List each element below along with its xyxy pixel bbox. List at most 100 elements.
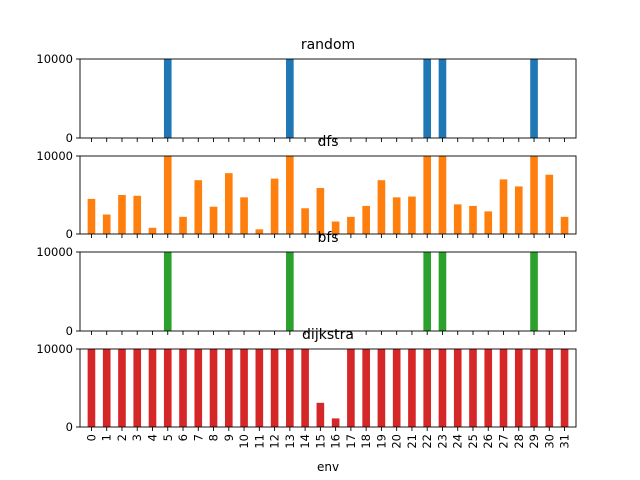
bar-dijkstra-15	[316, 402, 325, 427]
bar-dfs-4	[148, 227, 157, 234]
xtick-label-6: 6	[176, 434, 190, 441]
bar-dfs-10	[240, 197, 248, 234]
ytick-label-dijkstra-10000: 10000	[36, 342, 73, 356]
bar-dfs-20	[392, 197, 401, 234]
xtick-label-17: 17	[344, 434, 358, 449]
bar-bfs-5	[163, 252, 172, 331]
ytick-label-dfs-10000: 10000	[36, 149, 73, 163]
bar-dfs-21	[408, 196, 416, 234]
bar-dfs-11	[255, 229, 264, 234]
bar-dfs-2	[118, 195, 126, 234]
xtick-label-30: 30	[542, 434, 556, 449]
bar-dfs-26	[484, 211, 493, 234]
xtick-label-1: 1	[100, 434, 114, 441]
bar-dijkstra-22	[423, 349, 432, 427]
xtick-label-0: 0	[84, 434, 98, 441]
axes-frame-dijkstra	[79, 348, 577, 428]
xtick-label-8: 8	[207, 434, 221, 441]
xtick-label-7: 7	[191, 434, 205, 441]
bar-dijkstra-30	[545, 349, 554, 427]
bar-dijkstra-31	[560, 349, 569, 427]
bar-dfs-3	[133, 195, 142, 234]
bar-dijkstra-21	[408, 349, 416, 427]
bar-dfs-19	[377, 180, 386, 234]
bar-dijkstra-29	[530, 349, 538, 427]
bar-dfs-27	[499, 179, 508, 234]
bar-bfs-22	[423, 252, 432, 331]
bar-dijkstra-0	[87, 349, 96, 427]
x-axis-label: env	[317, 460, 339, 474]
subplot-bfs: bfs 0 10000	[36, 230, 577, 338]
bar-dijkstra-12	[270, 349, 279, 427]
bar-random-22	[423, 59, 432, 138]
bar-dijkstra-14	[301, 349, 309, 427]
bar-dfs-15	[316, 187, 325, 234]
bar-dijkstra-17	[347, 349, 355, 427]
xtick-label-12: 12	[268, 434, 282, 449]
bar-dfs-28	[514, 186, 523, 234]
bar-dijkstra-1	[102, 349, 111, 427]
xtick-label-29: 29	[527, 434, 541, 449]
bar-dijkstra-28	[514, 349, 523, 427]
bar-dfs-24	[453, 204, 462, 234]
bar-dfs-7	[194, 180, 203, 234]
bar-dijkstra-3	[133, 349, 142, 427]
bar-bfs-23	[438, 252, 447, 331]
bar-dfs-0	[87, 198, 96, 234]
bar-dfs-30	[545, 174, 554, 234]
xtick-label-9: 9	[222, 434, 236, 441]
ytick-label-dfs-0: 0	[66, 227, 73, 241]
bar-dijkstra-18	[362, 349, 370, 427]
xtick-label-28: 28	[512, 434, 526, 449]
bar-dijkstra-6	[179, 349, 187, 427]
xtick-label-11: 11	[252, 434, 266, 449]
ytick-label-random-0: 0	[66, 131, 73, 145]
bar-random-29	[530, 59, 538, 138]
bar-random-13	[286, 59, 294, 138]
xtick-label-2: 2	[115, 434, 129, 441]
axes-frame-random	[79, 58, 577, 139]
bar-dijkstra-11	[255, 349, 264, 427]
bar-dfs-13	[286, 156, 294, 234]
subplot-random: random 0 10000	[36, 37, 577, 145]
xtick-label-31: 31	[558, 434, 572, 449]
xtick-label-20: 20	[390, 434, 404, 449]
subplot-dijkstra: dijkstra 0 10000	[36, 327, 577, 434]
subplot-title-bfs: bfs	[317, 230, 338, 246]
bar-dfs-23	[438, 156, 447, 234]
ytick-label-bfs-0: 0	[66, 324, 73, 338]
bar-dfs-14	[301, 208, 309, 234]
xtick-label-19: 19	[374, 434, 388, 449]
bar-dfs-5	[163, 156, 172, 234]
bar-random-23	[438, 59, 447, 138]
xtick-label-25: 25	[466, 434, 480, 449]
xtick-label-3: 3	[130, 434, 144, 441]
subplot-title-dijkstra: dijkstra	[302, 327, 354, 343]
xtick-label-10: 10	[237, 434, 251, 449]
bar-dijkstra-27	[499, 349, 508, 427]
bar-dfs-1	[102, 214, 111, 234]
xtick-label-16: 16	[329, 434, 343, 449]
ytick-label-dijkstra-0: 0	[66, 420, 73, 434]
bar-dijkstra-9	[224, 349, 233, 427]
bar-dfs-16	[331, 221, 340, 234]
xtick-label-22: 22	[420, 434, 434, 449]
bar-dijkstra-5	[163, 349, 172, 427]
xtick-label-14: 14	[298, 434, 312, 449]
bar-random-5	[163, 59, 172, 138]
bar-dijkstra-25	[469, 349, 477, 427]
ytick-label-random-10000: 10000	[36, 52, 73, 66]
bar-dijkstra-16	[331, 418, 340, 427]
bar-bfs-29	[530, 252, 538, 331]
bar-dijkstra-23	[438, 349, 447, 427]
ytick-label-bfs-10000: 10000	[36, 245, 73, 259]
xtick-label-26: 26	[481, 434, 495, 449]
bar-dijkstra-2	[118, 349, 126, 427]
bar-dijkstra-19	[377, 349, 386, 427]
bar-dfs-22	[423, 156, 432, 234]
xtick-label-15: 15	[313, 434, 327, 449]
xtick-label-24: 24	[451, 434, 465, 449]
axes-frame-dfs	[79, 155, 577, 235]
bar-dijkstra-26	[484, 349, 493, 427]
